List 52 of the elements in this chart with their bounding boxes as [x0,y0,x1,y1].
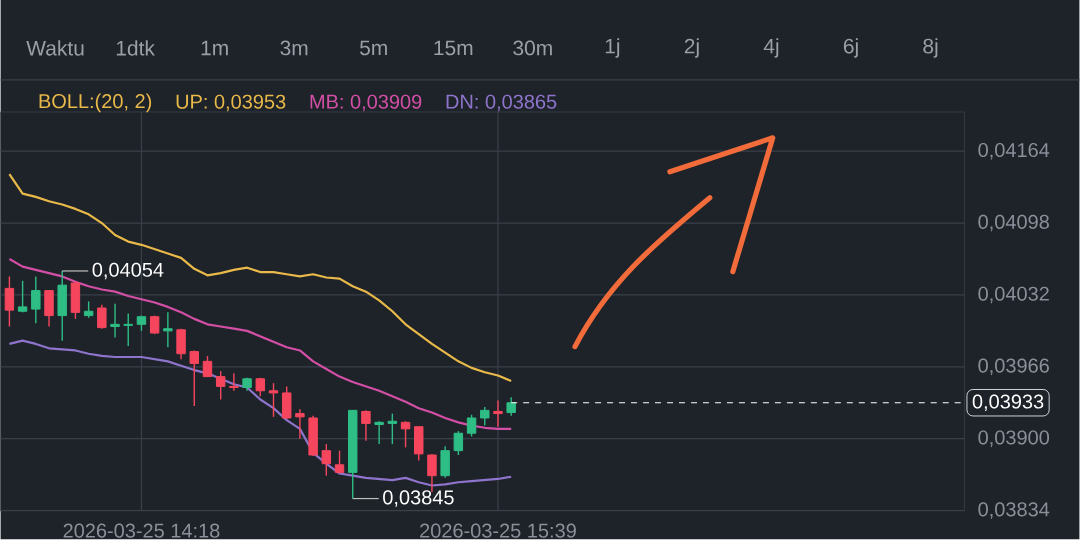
text: UP: 0,03953 [176,94,286,111]
text: 30m [513,40,552,56]
candlestick [176,327,186,360]
candlestick [4,275,15,328]
candlestick [202,355,213,378]
candlestick [321,443,332,477]
candlestick [374,420,384,445]
text: 2j [684,37,699,58]
y-tick-label: 0,03834 [978,502,1050,519]
candlestick [361,409,371,442]
candlestick [506,396,516,417]
candlestick [229,372,239,392]
candlestick [453,430,464,456]
y-tick-label: 0,03900 [978,430,1050,447]
candlestick [334,449,345,475]
candlestick [466,413,477,437]
ref-line-label: 0,03933 [972,394,1044,411]
text: 6j [843,37,858,58]
y-tick-label: 0,04164 [978,142,1050,160]
y-tick-label: 0,04032 [978,286,1049,303]
candlestick [123,312,133,347]
text: 4j [763,37,779,58]
candlestick [110,302,120,338]
text: 5m [360,40,387,56]
annotation: BOLL:(20, 2) [39,93,152,112]
candlestick [480,406,490,427]
candlestick [387,412,398,445]
candlestick [493,399,503,428]
text: 1j [605,37,620,58]
x-tick-label: 2026-03-25 15:39 [420,523,576,538]
candlestick [189,349,199,407]
y-tick-label: 0,03966 [978,358,1049,375]
candlestick [163,311,173,348]
candlestick [268,382,279,418]
annotation: 0,04054 [92,262,164,280]
candlestick [400,420,411,448]
candlestick [31,275,41,324]
text: MB: 0,03909 [310,94,422,111]
text: DN: 0,03865 [446,94,557,111]
x-tick-label: 2026-03-25 14:18 [63,523,220,538]
text: 15m [434,40,473,56]
candlestick [295,408,305,440]
candlestick [17,279,28,313]
text: 8j [923,37,938,58]
text: 1dtk [116,40,155,56]
text: 3m [280,40,308,56]
text: 1m [201,40,228,55]
annotation: 0,03845 [383,490,454,507]
y-tick-label: 0,04098 [978,214,1049,232]
text: Waktu [26,40,84,56]
candlestick [215,370,226,400]
candlestick [97,303,107,330]
